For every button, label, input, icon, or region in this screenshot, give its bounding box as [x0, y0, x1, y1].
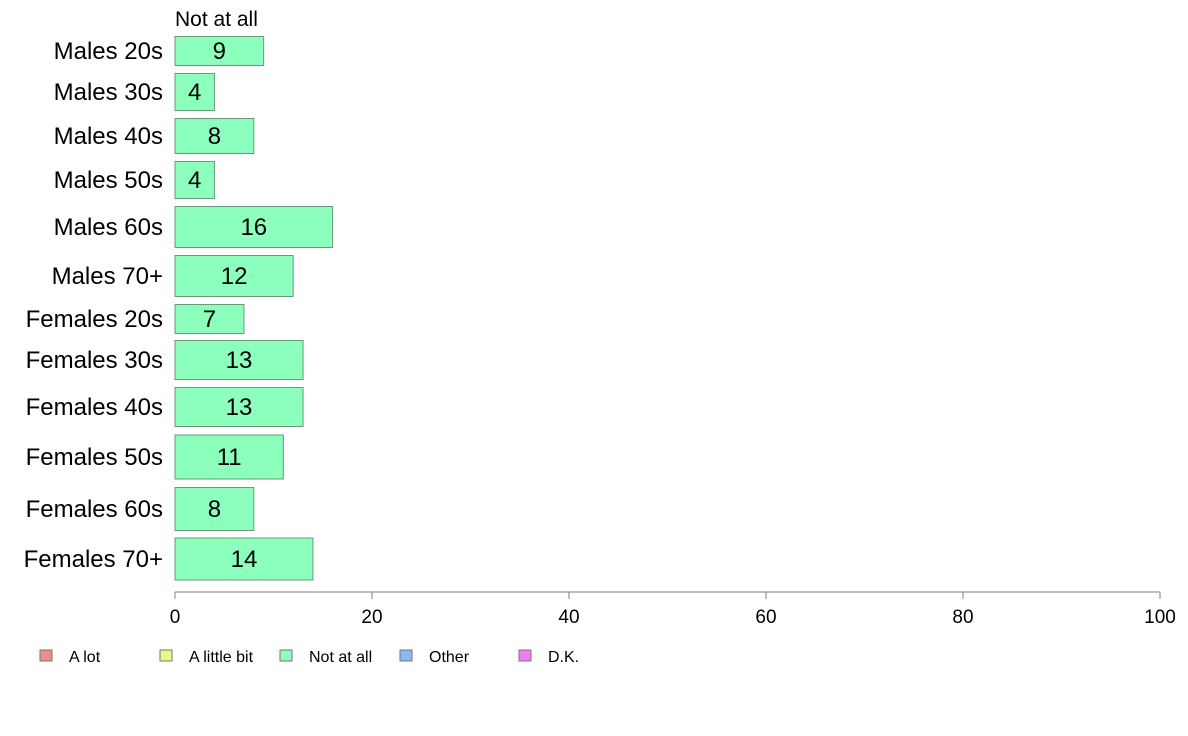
bar	[174, 487, 255, 531]
legend: A lot A little bit Not at all Other D.K.	[39, 649, 579, 666]
bar	[174, 206, 334, 248]
data-label: 13	[226, 347, 253, 374]
data-label: 13	[226, 394, 253, 421]
data-label: 16	[240, 214, 267, 241]
category-label: Females 30s	[26, 347, 163, 374]
bar	[174, 387, 304, 427]
bar	[174, 118, 255, 154]
bars-layer: Males 20s 9 Males 30s 4 Males 40s 8 Males 50s 4…	[24, 36, 334, 581]
bar	[174, 304, 245, 334]
bar	[174, 537, 314, 581]
category-label: Males 60s	[54, 214, 163, 241]
data-label: 12	[221, 263, 248, 290]
legend-label: A little bit	[189, 649, 254, 666]
x-tick-label: 0	[170, 607, 181, 628]
legend-swatch	[399, 649, 413, 662]
legend-label: D.K.	[548, 649, 579, 666]
data-label: 9	[213, 38, 226, 65]
bar	[174, 161, 215, 199]
bar	[174, 255, 294, 297]
legend-swatch	[39, 649, 53, 662]
legend-label: A lot	[69, 649, 101, 666]
data-label: 4	[188, 167, 201, 194]
x-tick-label: 40	[558, 607, 579, 628]
x-tick-label: 100	[1144, 607, 1176, 628]
data-label: 8	[208, 496, 221, 523]
bar	[174, 73, 215, 111]
data-label: 7	[203, 306, 216, 333]
bar	[174, 340, 304, 380]
category-label: Males 70+	[52, 263, 163, 290]
category-label: Males 40s	[54, 123, 163, 150]
legend-label: Other	[429, 649, 470, 666]
legend-swatch	[518, 649, 532, 662]
category-label: Females 50s	[26, 444, 163, 471]
x-tick-label: 80	[952, 607, 973, 628]
category-label: Males 50s	[54, 167, 163, 194]
category-label: Males 20s	[54, 38, 163, 65]
data-label: 4	[188, 79, 201, 106]
x-tick-label: 20	[361, 607, 382, 628]
category-label: Females 20s	[26, 306, 163, 333]
category-label: Females 40s	[26, 394, 163, 421]
data-label: 8	[208, 123, 221, 150]
category-label: Females 60s	[26, 496, 163, 523]
category-label: Females 70+	[24, 546, 163, 573]
bar	[174, 434, 284, 480]
segment-header-label: Not at all	[175, 8, 258, 31]
legend-label: Not at all	[309, 649, 372, 666]
data-label: 14	[231, 546, 258, 573]
category-label: Males 30s	[54, 79, 163, 106]
x-tick-label: 60	[755, 607, 776, 628]
data-label: 11	[217, 444, 242, 471]
legend-swatch	[159, 649, 173, 662]
x-axis: 0 20 40 60 80 100	[170, 591, 1176, 628]
bar	[174, 36, 265, 66]
legend-swatch	[279, 649, 293, 662]
